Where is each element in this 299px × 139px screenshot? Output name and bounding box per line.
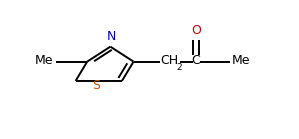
Text: O: O [191,24,201,37]
Text: C: C [192,54,201,67]
Text: 2: 2 [176,63,181,72]
Text: CH: CH [161,54,179,67]
Text: Me: Me [35,54,54,67]
Text: S: S [92,79,100,92]
Text: N: N [107,30,116,43]
Text: Me: Me [232,54,251,67]
